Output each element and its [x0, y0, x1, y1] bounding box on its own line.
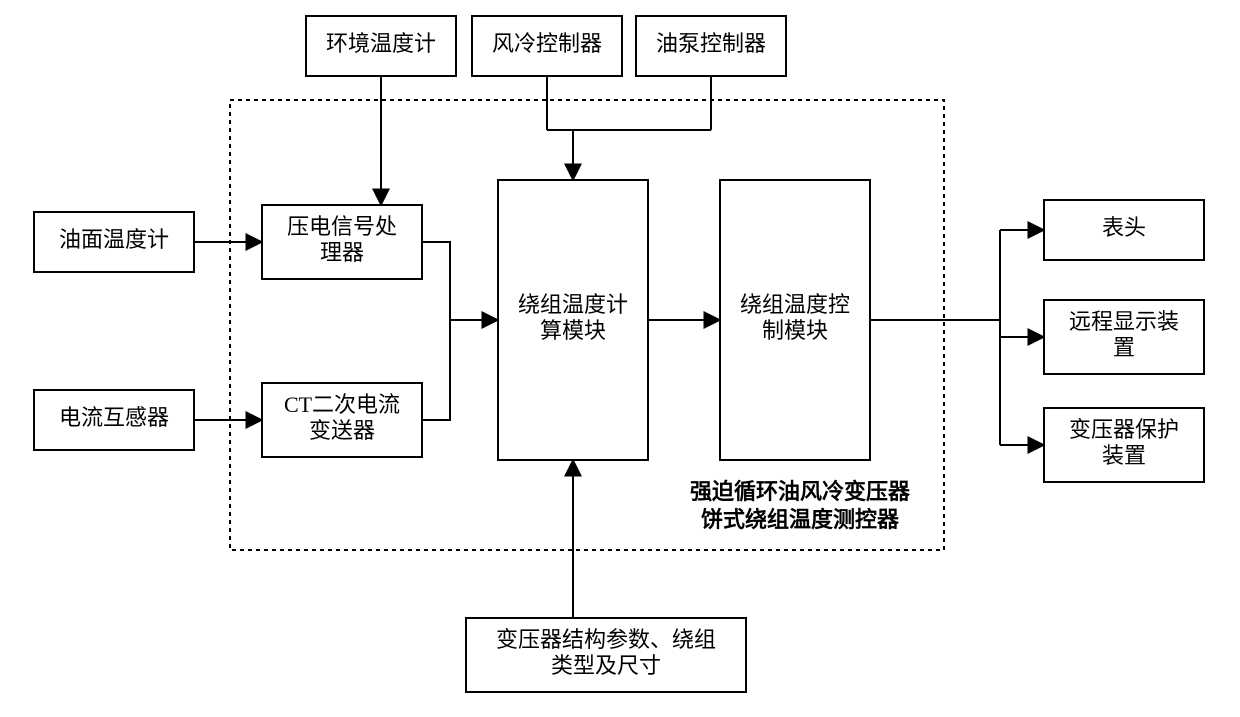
node-ct_tx-label-0: CT二次电流: [284, 392, 400, 417]
caption-line-1: 饼式绕组温度测控器: [701, 507, 900, 532]
node-protect-label-0: 变压器保护: [1069, 417, 1179, 442]
edge-ct_tx-8: [422, 320, 450, 420]
node-meter-label-0: 表头: [1102, 215, 1146, 240]
node-protect-label-1: 装置: [1102, 443, 1146, 468]
node-oil_pump_ctrl: 油泵控制器: [636, 16, 786, 76]
node-oil_thermo-label-0: 油面温度计: [59, 227, 169, 252]
node-remote: 远程显示装置: [1044, 300, 1204, 374]
caption-line-0: 强迫循环油风冷变压器: [690, 479, 911, 504]
node-piezo-label-1: 理器: [320, 240, 364, 265]
node-params-label-1: 类型及尺寸: [551, 653, 661, 678]
node-piezo-label-0: 压电信号处: [287, 214, 397, 239]
node-oil_thermo: 油面温度计: [34, 212, 194, 272]
node-calc-label-0: 绕组温度计: [518, 292, 628, 317]
node-oil_pump_ctrl-label-0: 油泵控制器: [656, 31, 766, 56]
node-ct_tx: CT二次电流变送器: [262, 383, 422, 457]
node-protect: 变压器保护装置: [1044, 408, 1204, 482]
node-ct_tx-label-1: 变送器: [309, 418, 375, 443]
node-remote-label-1: 置: [1113, 335, 1135, 360]
edge-piezo-7: [422, 242, 450, 320]
node-remote-label-0: 远程显示装: [1069, 309, 1179, 334]
node-calc-label-1: 算模块: [540, 318, 606, 343]
node-ct: 电流互感器: [34, 390, 194, 450]
node-ct-label-0: 电流互感器: [59, 405, 169, 430]
node-params: 变压器结构参数、绕组类型及尺寸: [466, 618, 746, 692]
node-ctrl-label-1: 制模块: [762, 318, 828, 343]
node-ctrl-label-0: 绕组温度控: [740, 292, 850, 317]
node-calc: 绕组温度计算模块: [498, 180, 648, 460]
node-piezo: 压电信号处理器: [262, 205, 422, 279]
node-env_thermo-label-0: 环境温度计: [326, 31, 436, 56]
node-params-label-0: 变压器结构参数、绕组: [496, 627, 716, 652]
diagram-canvas: 环境温度计 风冷控制器 油泵控制器油面温度计电流互感器 压电信号处理器 CT二次电流变送…: [0, 0, 1240, 717]
node-ctrl: 绕组温度控制模块: [720, 180, 870, 460]
node-meter: 表头: [1044, 200, 1204, 260]
node-air_ctrl-label-0: 风冷控制器: [492, 31, 602, 56]
node-env_thermo: 环境温度计: [306, 16, 456, 76]
node-air_ctrl: 风冷控制器: [472, 16, 622, 76]
